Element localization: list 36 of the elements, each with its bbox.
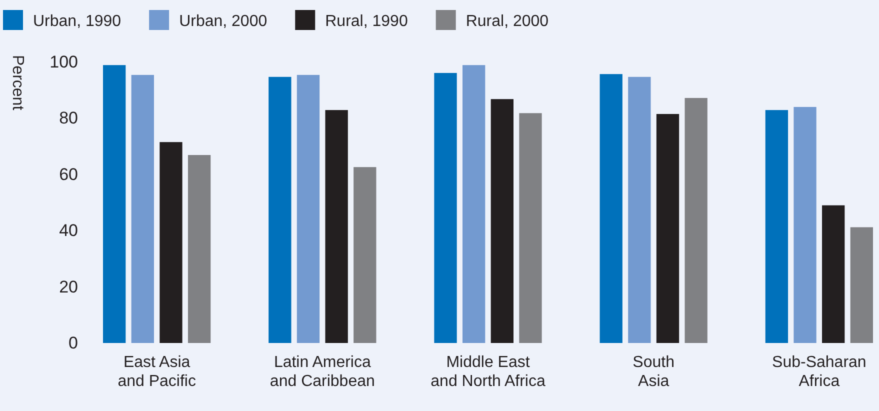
y-tick-label: 0	[68, 333, 78, 352]
bar	[765, 110, 788, 343]
bar	[268, 76, 292, 343]
bar	[434, 72, 457, 343]
x-tick-label: Sub-Saharan Africa	[772, 354, 866, 390]
legend-label: Urban, 2000	[179, 13, 268, 30]
bar	[600, 74, 622, 343]
bar	[325, 110, 348, 343]
bar	[656, 114, 680, 343]
bar	[684, 98, 708, 343]
y-tick-label: 40	[59, 221, 78, 240]
y-tick-label: 60	[59, 164, 78, 184]
bar	[160, 142, 182, 343]
legend-label: Rural, 1990	[325, 13, 408, 30]
y-tick-label: 20	[59, 277, 78, 296]
bar	[462, 65, 486, 343]
bar	[188, 155, 211, 343]
legend-label: Rural, 2000	[466, 13, 549, 30]
bar	[822, 205, 845, 343]
bar	[103, 65, 126, 343]
x-tick-label: Middle East and North Africa	[430, 354, 546, 390]
legend-label: Urban, 1990	[33, 13, 122, 30]
bar	[628, 76, 651, 343]
x-tick-label: South Asia	[632, 354, 674, 390]
bar	[354, 167, 376, 343]
y-tick-label: 80	[59, 108, 78, 128]
bar	[131, 74, 154, 343]
x-tick-label: East Asia and Pacific	[118, 354, 196, 390]
bar	[519, 113, 542, 343]
bar	[296, 74, 320, 343]
bar	[794, 106, 816, 343]
bar	[850, 227, 873, 343]
y-axis-title: Percent	[9, 55, 26, 111]
y-tick-label: 100	[50, 52, 78, 72]
bar	[490, 99, 514, 343]
x-tick-label: Latin America and Caribbean	[270, 354, 375, 390]
